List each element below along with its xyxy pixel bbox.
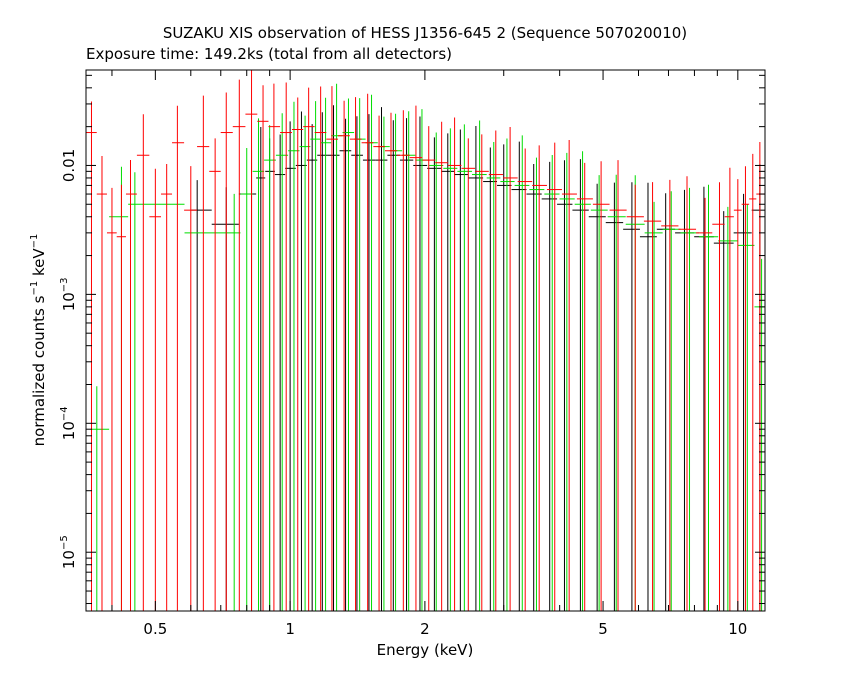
y-axis-label-main: normalized counts s [30, 295, 48, 446]
chart-title: SUZAKU XIS observation of HESS J1356-645… [163, 24, 687, 42]
y-axis-label-mid: keV [30, 248, 48, 281]
series-group [191, 105, 765, 611]
x-axis-label: Energy (keV) [377, 641, 474, 659]
x-tick-label: 10 [728, 620, 747, 638]
y-tick-label: 0.01 [60, 149, 78, 182]
series-group [86, 70, 765, 611]
plot-frame [85, 69, 766, 612]
y-axis-label-sup1: −1 [29, 281, 40, 296]
y-axis-label: normalized counts s−1 keV−1 [29, 234, 48, 447]
x-tick-label: 2 [420, 620, 430, 638]
x-tick-label: 5 [598, 620, 608, 638]
axis-ticks: 0.5 1 2 5 10 0.01 10−3 10−4 10−5 [59, 70, 765, 638]
chart-subtitle: Exposure time: 149.2ks (total from all d… [86, 45, 452, 63]
series-group [91, 83, 765, 611]
y-axis-label-sup2: −1 [29, 234, 40, 249]
y-tick-label: 10−3 [59, 277, 78, 311]
x-tick-label: 1 [285, 620, 295, 638]
x-tick-label: 0.5 [143, 620, 167, 638]
y-tick-label: 10−4 [59, 406, 78, 440]
y-tick-label: 10−5 [59, 535, 78, 569]
series-layer [86, 70, 765, 611]
